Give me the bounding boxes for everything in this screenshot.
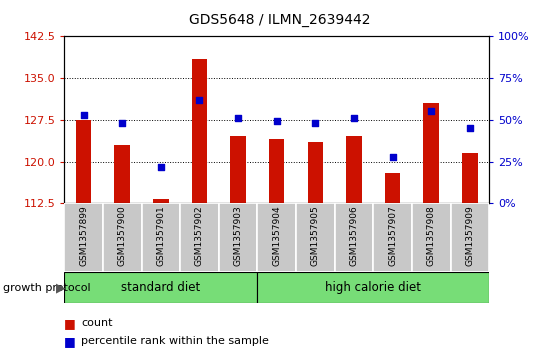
Text: GSM1357901: GSM1357901 [157,205,165,266]
Point [118,120,127,126]
Text: high calorie diet: high calorie diet [325,281,421,294]
Bar [230,136,246,203]
Text: GSM1357904: GSM1357904 [272,205,281,266]
Bar [64,203,103,272]
Text: ▶: ▶ [55,281,65,294]
Point [234,115,243,121]
Bar [462,153,477,203]
Point [427,109,435,114]
Bar [257,203,296,272]
Text: GSM1357908: GSM1357908 [427,205,435,266]
Text: GSM1357909: GSM1357909 [465,205,475,266]
Point [349,115,358,121]
Point [272,119,281,125]
Text: GSM1357902: GSM1357902 [195,205,204,266]
Bar [103,203,141,272]
Bar [451,203,489,272]
Bar [424,103,439,203]
Text: ■: ■ [64,317,76,330]
Bar [307,142,323,203]
Bar [192,58,207,203]
Bar [141,203,180,272]
Text: ■: ■ [64,335,76,348]
Text: GSM1357903: GSM1357903 [234,205,243,266]
Bar [269,139,285,203]
Text: percentile rank within the sample: percentile rank within the sample [81,336,269,346]
Bar [257,272,489,303]
Bar [412,203,451,272]
Bar [180,203,219,272]
Text: GSM1357906: GSM1357906 [349,205,358,266]
Text: GSM1357905: GSM1357905 [311,205,320,266]
Point [195,97,204,103]
Point [388,154,397,159]
Text: GSM1357907: GSM1357907 [388,205,397,266]
Bar [153,199,169,203]
Text: growth protocol: growth protocol [3,283,91,293]
Bar [373,203,412,272]
Bar [385,173,400,203]
Point [157,164,165,170]
Text: GSM1357899: GSM1357899 [79,205,88,266]
Point [311,120,320,126]
Bar [296,203,335,272]
Bar [346,136,362,203]
Text: count: count [81,318,112,328]
Bar [76,120,91,203]
Bar [219,203,257,272]
Bar [335,203,373,272]
Bar [115,145,130,203]
Point [465,125,474,131]
Point [79,112,88,118]
Text: GDS5648 / ILMN_2639442: GDS5648 / ILMN_2639442 [189,13,370,27]
Text: standard diet: standard diet [121,281,201,294]
Bar [64,272,257,303]
Text: GSM1357900: GSM1357900 [118,205,127,266]
